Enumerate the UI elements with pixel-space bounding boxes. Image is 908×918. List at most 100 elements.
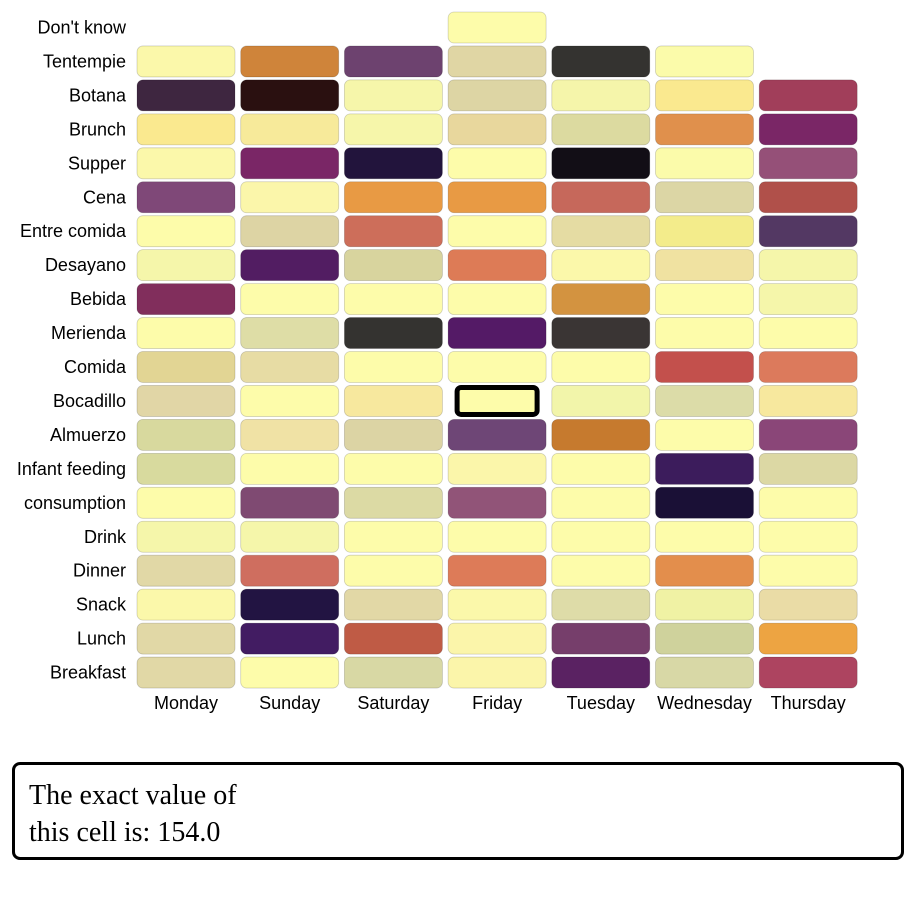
- heatmap-cell[interactable]: [447, 418, 547, 451]
- heatmap-cell[interactable]: [551, 113, 651, 146]
- heatmap-cell[interactable]: [655, 113, 754, 146]
- heatmap-cell[interactable]: [551, 79, 651, 112]
- heatmap-cell[interactable]: [240, 554, 340, 587]
- heatmap-cell[interactable]: [136, 113, 236, 146]
- heatmap-cell[interactable]: [655, 520, 754, 553]
- heatmap-cell[interactable]: [343, 249, 443, 282]
- heatmap-cell-selected[interactable]: [454, 384, 540, 417]
- heatmap-cell[interactable]: [343, 452, 443, 485]
- heatmap-cell[interactable]: [136, 385, 236, 417]
- heatmap-cell[interactable]: [447, 486, 547, 519]
- heatmap-cell[interactable]: [551, 181, 651, 214]
- heatmap-cell[interactable]: [136, 147, 236, 180]
- heatmap-cell[interactable]: [447, 283, 547, 316]
- heatmap-cell[interactable]: [447, 351, 547, 383]
- heatmap-cell[interactable]: [136, 283, 236, 316]
- heatmap-cell[interactable]: [551, 452, 651, 485]
- heatmap-cell[interactable]: [447, 181, 547, 214]
- heatmap-cell[interactable]: [136, 181, 236, 214]
- heatmap-cell[interactable]: [447, 11, 547, 44]
- heatmap-cell[interactable]: [655, 385, 754, 417]
- heatmap-cell[interactable]: [136, 520, 236, 553]
- heatmap-cell[interactable]: [240, 147, 340, 180]
- heatmap-cell[interactable]: [447, 622, 547, 655]
- heatmap-cell[interactable]: [240, 486, 340, 519]
- heatmap-cell[interactable]: [447, 554, 547, 587]
- heatmap-cell[interactable]: [551, 351, 651, 383]
- heatmap-cell[interactable]: [655, 554, 754, 587]
- heatmap-cell[interactable]: [343, 317, 443, 349]
- heatmap-cell[interactable]: [655, 283, 754, 316]
- heatmap-cell[interactable]: [758, 147, 858, 180]
- heatmap-cell[interactable]: [240, 351, 340, 383]
- heatmap-cell[interactable]: [240, 520, 340, 553]
- heatmap-cell[interactable]: [240, 79, 340, 112]
- heatmap-cell[interactable]: [758, 486, 858, 519]
- heatmap-cell[interactable]: [447, 317, 547, 349]
- heatmap-cell[interactable]: [136, 588, 236, 621]
- heatmap-cell[interactable]: [240, 181, 340, 214]
- heatmap-cell[interactable]: [343, 486, 443, 519]
- heatmap-cell[interactable]: [447, 588, 547, 621]
- heatmap-cell[interactable]: [136, 418, 236, 451]
- heatmap-cell[interactable]: [655, 317, 754, 349]
- heatmap-cell[interactable]: [758, 418, 858, 451]
- heatmap-cell[interactable]: [136, 351, 236, 383]
- heatmap-cell[interactable]: [343, 113, 443, 146]
- heatmap-cell[interactable]: [758, 215, 858, 248]
- heatmap-cell[interactable]: [343, 385, 443, 417]
- heatmap-cell[interactable]: [758, 656, 858, 689]
- heatmap-cell[interactable]: [758, 113, 858, 146]
- heatmap-cell[interactable]: [240, 45, 340, 78]
- heatmap-cell[interactable]: [758, 317, 858, 349]
- heatmap-cell[interactable]: [447, 113, 547, 146]
- heatmap-cell[interactable]: [655, 351, 754, 383]
- heatmap-cell[interactable]: [758, 181, 858, 214]
- heatmap-cell[interactable]: [240, 317, 340, 349]
- heatmap-cell[interactable]: [551, 215, 651, 248]
- heatmap-cell[interactable]: [447, 79, 547, 112]
- heatmap-cell[interactable]: [240, 385, 340, 417]
- heatmap-cell[interactable]: [136, 45, 236, 78]
- heatmap-cell[interactable]: [655, 452, 754, 485]
- heatmap-cell[interactable]: [758, 520, 858, 553]
- heatmap-cell[interactable]: [551, 418, 651, 451]
- heatmap-cell[interactable]: [240, 418, 340, 451]
- heatmap-cell[interactable]: [551, 554, 651, 587]
- heatmap-cell[interactable]: [447, 45, 547, 78]
- heatmap-cell[interactable]: [551, 283, 651, 316]
- heatmap-cell[interactable]: [655, 181, 754, 214]
- heatmap-cell[interactable]: [551, 147, 651, 180]
- heatmap-cell[interactable]: [240, 249, 340, 282]
- heatmap-cell[interactable]: [551, 486, 651, 519]
- heatmap-cell[interactable]: [343, 45, 443, 78]
- heatmap-cell[interactable]: [447, 452, 547, 485]
- heatmap-cell[interactable]: [758, 588, 858, 621]
- heatmap-cell[interactable]: [758, 452, 858, 485]
- heatmap-cell[interactable]: [551, 622, 651, 655]
- heatmap-cell[interactable]: [343, 588, 443, 621]
- heatmap-cell[interactable]: [551, 317, 651, 349]
- heatmap-cell[interactable]: [655, 418, 754, 451]
- heatmap-cell[interactable]: [758, 622, 858, 655]
- heatmap-cell[interactable]: [655, 622, 754, 655]
- heatmap-cell[interactable]: [551, 520, 651, 553]
- heatmap-cell[interactable]: [343, 147, 443, 180]
- heatmap-cell[interactable]: [343, 520, 443, 553]
- heatmap-cell[interactable]: [447, 520, 547, 553]
- heatmap-cell[interactable]: [343, 283, 443, 316]
- heatmap-cell[interactable]: [447, 249, 547, 282]
- heatmap-cell[interactable]: [136, 317, 236, 349]
- heatmap-cell[interactable]: [240, 452, 340, 485]
- heatmap-cell[interactable]: [240, 656, 340, 689]
- heatmap-cell[interactable]: [240, 113, 340, 146]
- heatmap-cell[interactable]: [551, 385, 651, 417]
- heatmap-cell[interactable]: [343, 215, 443, 248]
- heatmap-cell[interactable]: [136, 79, 236, 112]
- heatmap-cell[interactable]: [758, 283, 858, 316]
- heatmap-cell[interactable]: [655, 215, 754, 248]
- heatmap-cell[interactable]: [136, 656, 236, 689]
- heatmap-cell[interactable]: [240, 588, 340, 621]
- heatmap-cell[interactable]: [655, 45, 754, 78]
- heatmap-cell[interactable]: [240, 283, 340, 316]
